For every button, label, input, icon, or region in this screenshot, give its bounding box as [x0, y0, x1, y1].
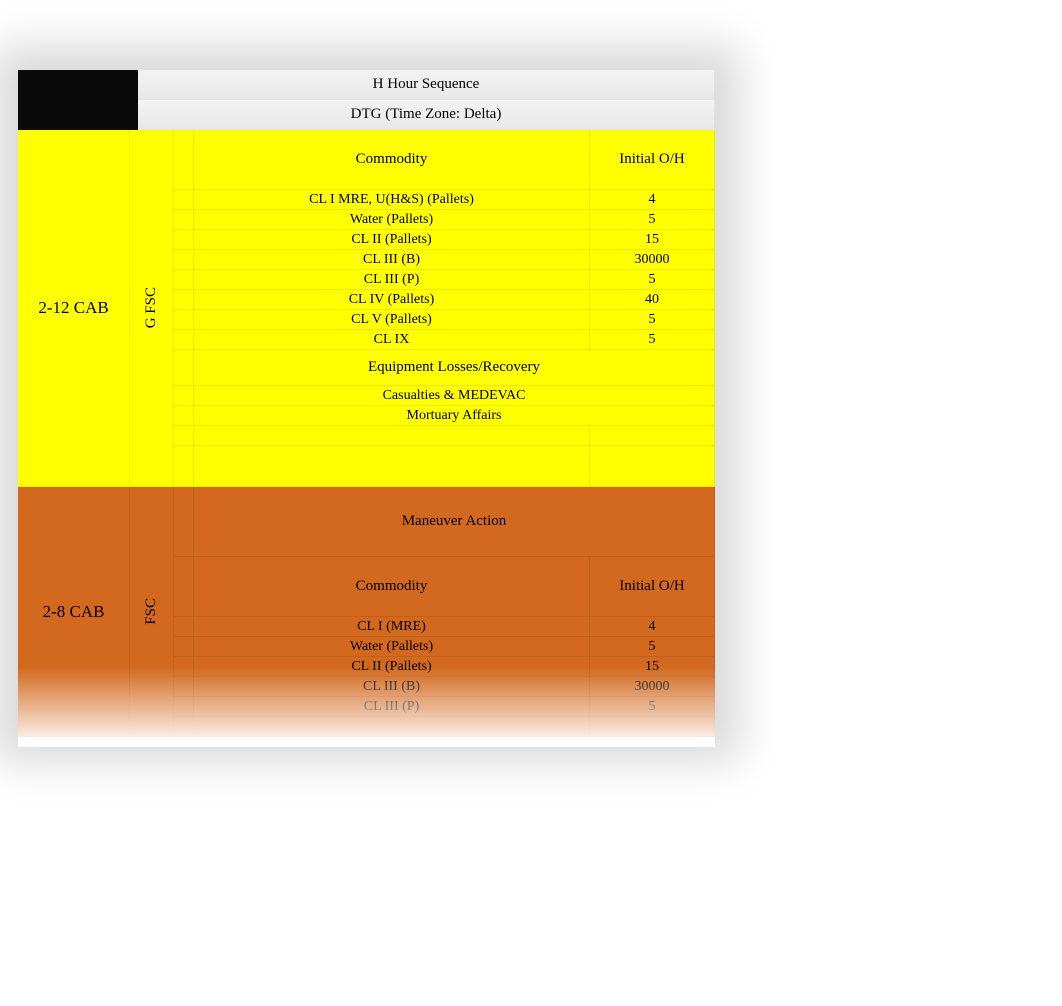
commodity-name: CL IV (Pallets)	[194, 290, 590, 310]
initial-oh-header: Initial O/H	[590, 557, 715, 617]
commodity-row: CL I (MRE) 4	[174, 617, 715, 637]
spacer-row	[174, 426, 715, 446]
fsc-label-text: G FSC	[143, 287, 160, 328]
commodity-row: CL III (P) 5	[174, 270, 715, 290]
maneuver-label: Maneuver Action	[194, 487, 715, 557]
commodity-oh: 5	[590, 310, 715, 330]
commodity-header-row: Commodity Initial O/H	[174, 557, 715, 617]
commodity-name: CL III (P)	[194, 697, 590, 717]
commodity-name: CL I MRE, U(H&S) (Pallets)	[194, 190, 590, 210]
commodity-header: Commodity	[194, 130, 590, 190]
casualties-label: Casualties & MEDEVAC	[194, 386, 715, 406]
equip-losses-row: Equipment Losses/Recovery	[174, 350, 715, 386]
commodity-oh: 15	[590, 230, 715, 250]
commodity-row: CL III (B) 30000	[174, 250, 715, 270]
commodity-oh: 4	[590, 617, 715, 637]
mortuary-label: Mortuary Affairs	[194, 406, 715, 426]
fsc-label: FSC	[130, 487, 174, 737]
commodity-row: CL IV (Pallets) 40	[174, 290, 715, 310]
commodity-name: CL III (B)	[194, 250, 590, 270]
commodity-row: CL I MRE, U(H&S) (Pallets) 4	[174, 190, 715, 210]
commodity-oh: 5	[590, 270, 715, 290]
commodity-header-row: Commodity Initial O/H	[174, 130, 715, 190]
fsc-label-text: FSC	[143, 598, 160, 625]
initial-oh-header: Initial O/H	[590, 130, 715, 190]
spacer-row	[174, 446, 715, 487]
mortuary-row: Mortuary Affairs	[174, 406, 715, 426]
black-corner-cell	[18, 70, 138, 130]
commodity-name: CL II (Pallets)	[194, 230, 590, 250]
commodity-oh: 5	[590, 697, 715, 717]
commodity-name: Water (Pallets)	[194, 637, 590, 657]
commodity-row: CL III (P) 5	[174, 697, 715, 717]
commodity-oh: 4	[590, 190, 715, 210]
commodity-row: CL II (Pallets) 15	[174, 657, 715, 677]
spacer-cell	[174, 130, 194, 190]
unit-block-2-12-cab: 2-12 CAB G FSC Commodity Initial O/H CL …	[18, 130, 715, 487]
commodity-row: Water (Pallets) 5	[174, 210, 715, 230]
commodity-row: CL IX 5	[174, 330, 715, 350]
equip-losses-label: Equipment Losses/Recovery	[194, 350, 715, 386]
commodity-name: CL III (B)	[194, 677, 590, 697]
commodity-oh: 5	[590, 637, 715, 657]
maneuver-row: Maneuver Action	[174, 487, 715, 557]
commodity-oh: 5	[590, 330, 715, 350]
commodity-name: CL III (P)	[194, 270, 590, 290]
header-row: H Hour Sequence DTG (Time Zone: Delta)	[18, 70, 715, 130]
logistics-sheet: H Hour Sequence DTG (Time Zone: Delta) 2…	[18, 70, 715, 737]
commodity-row: CL V (Pallets) 5	[174, 310, 715, 330]
unit-label: 2-12 CAB	[18, 130, 130, 487]
unit-block-2-8-cab: 2-8 CAB FSC Maneuver Action Commodity In…	[18, 487, 715, 737]
commodity-name: CL V (Pallets)	[194, 310, 590, 330]
commodity-oh: 30000	[590, 677, 715, 697]
commodity-oh: 5	[590, 210, 715, 230]
h-hour-header: H Hour Sequence	[138, 70, 715, 100]
casualties-row: Casualties & MEDEVAC	[174, 386, 715, 406]
commodity-oh: 30000	[590, 250, 715, 270]
dtg-header: DTG (Time Zone: Delta)	[138, 100, 715, 130]
commodity-name: Water (Pallets)	[194, 210, 590, 230]
commodity-oh: 40	[590, 290, 715, 310]
commodity-oh: 15	[590, 657, 715, 677]
commodity-name: CL IX	[194, 330, 590, 350]
commodity-name: CL I (MRE)	[194, 617, 590, 637]
commodity-row: CL II (Pallets) 15	[174, 230, 715, 250]
unit-label: 2-8 CAB	[18, 487, 130, 737]
commodity-name: CL II (Pallets)	[194, 657, 590, 677]
fsc-label: G FSC	[130, 130, 174, 487]
spacer-row	[174, 717, 715, 737]
commodity-row: CL III (B) 30000	[174, 677, 715, 697]
commodity-row: Water (Pallets) 5	[174, 637, 715, 657]
commodity-header: Commodity	[194, 557, 590, 617]
